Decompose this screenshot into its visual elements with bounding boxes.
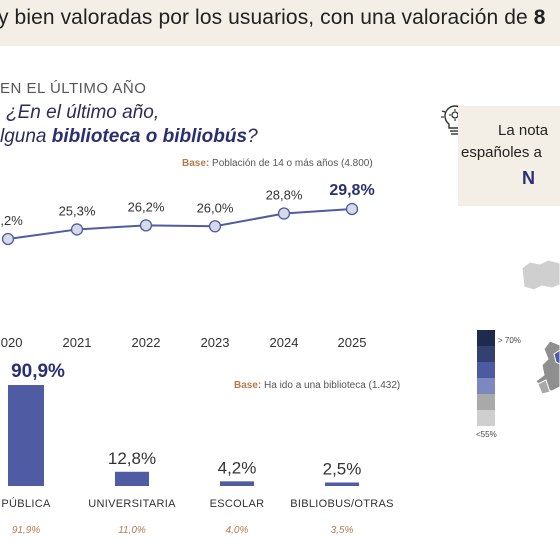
banner-text: y bien valoradas por los usuarios, con u… <box>0 6 545 30</box>
data-point <box>139 219 153 232</box>
question-post: ? <box>247 126 258 147</box>
bar-chart-base: Base: Ha ido a una biblioteca (1.432) <box>234 380 400 391</box>
question-line-1: ¿En el último año, <box>6 102 160 123</box>
header-banner: y bien valoradas por los usuarios, con u… <box>0 0 560 46</box>
x-tick-label: 2025 <box>338 335 367 350</box>
legend-max-label: > 70% <box>498 336 521 345</box>
bar-value-label: 2,5% <box>323 460 362 479</box>
line-chart-base: Base: Población de 14 o más años (4.800) <box>182 158 373 169</box>
legend-swatch <box>477 410 495 426</box>
data-point <box>1 232 15 246</box>
legend-swatch <box>477 330 495 346</box>
x-tick-label: 2021 <box>63 335 92 350</box>
category-label: PÚBLICA <box>1 497 51 510</box>
legend-swatch <box>477 378 495 394</box>
line-base-text: Población de 14 o más años (4.800) <box>209 158 373 169</box>
bar-value-label: 4,2% <box>218 458 257 477</box>
category-label: UNIVERSITARIA <box>88 498 176 510</box>
series-line <box>7 207 353 240</box>
banner-text-main: y bien valoradas por los usuarios, con u… <box>0 6 534 29</box>
previous-year-value: 3,5% <box>331 525 354 536</box>
previous-year-value: 4,0% <box>226 525 249 536</box>
banner-highlight: 8 <box>533 6 546 29</box>
bar <box>8 385 44 486</box>
data-label: 3,2% <box>0 213 23 228</box>
bar-base-text: Ha ido a una biblioteca (1.432) <box>261 380 401 391</box>
x-tick-label: 2022 <box>132 335 161 350</box>
bar-base-key: Base: <box>234 380 262 391</box>
info-line-2: españoles a <box>461 144 542 161</box>
line-base-key: Base: <box>182 158 210 169</box>
section-title: EN EL ÚLTIMO AÑO <box>0 80 147 97</box>
data-point <box>277 207 291 220</box>
bar <box>325 482 359 486</box>
previous-year-value: 91,9% <box>12 525 40 536</box>
data-point <box>70 223 84 236</box>
category-label: BIBLIOBUS/OTRAS <box>290 498 394 510</box>
question-pre: lguna <box>0 126 52 147</box>
category-label: ESCOLAR <box>210 498 265 510</box>
info-line-3: N <box>522 168 535 188</box>
data-point <box>208 220 222 233</box>
data-label: 28,8% <box>266 188 303 203</box>
x-tick-label: 2024 <box>270 335 299 350</box>
legend-swatch <box>477 394 495 410</box>
map-legend <box>477 330 495 426</box>
legend-min-label: <55% <box>476 430 497 439</box>
x-tick-label: 2020 <box>0 335 22 350</box>
data-label: 26,0% <box>197 200 234 215</box>
bar <box>220 481 254 486</box>
question-bold: biblioteca o bibliobús <box>51 126 248 147</box>
rating-info-box: La nota españoles a N <box>458 106 560 206</box>
legend-swatch <box>477 346 495 362</box>
bar <box>115 471 149 486</box>
line-chart: 3,2% 2020 25,3% 2021 26,2% 2022 26,0% 2023 28,8%… <box>0 182 375 350</box>
data-label: 26,2% <box>128 199 165 214</box>
question-line-2: lguna biblioteca o bibliobús? <box>0 126 258 148</box>
bar-chart: 90,9% PÚBLICA 91,9% 12,8% UNIVERSITARIA 11,0%… <box>1 361 394 536</box>
previous-year-value: 11,0% <box>118 525 146 536</box>
x-tick-label: 2023 <box>201 335 230 350</box>
data-label: 29,8% <box>329 182 374 199</box>
bar-value-label: 90,9% <box>11 361 65 382</box>
data-label: 25,3% <box>59 203 96 218</box>
info-line-1: La nota <box>498 122 549 139</box>
data-point <box>345 202 359 216</box>
spain-map <box>521 259 560 395</box>
legend-swatch <box>477 362 495 378</box>
bar-value-label: 12,8% <box>108 449 156 468</box>
